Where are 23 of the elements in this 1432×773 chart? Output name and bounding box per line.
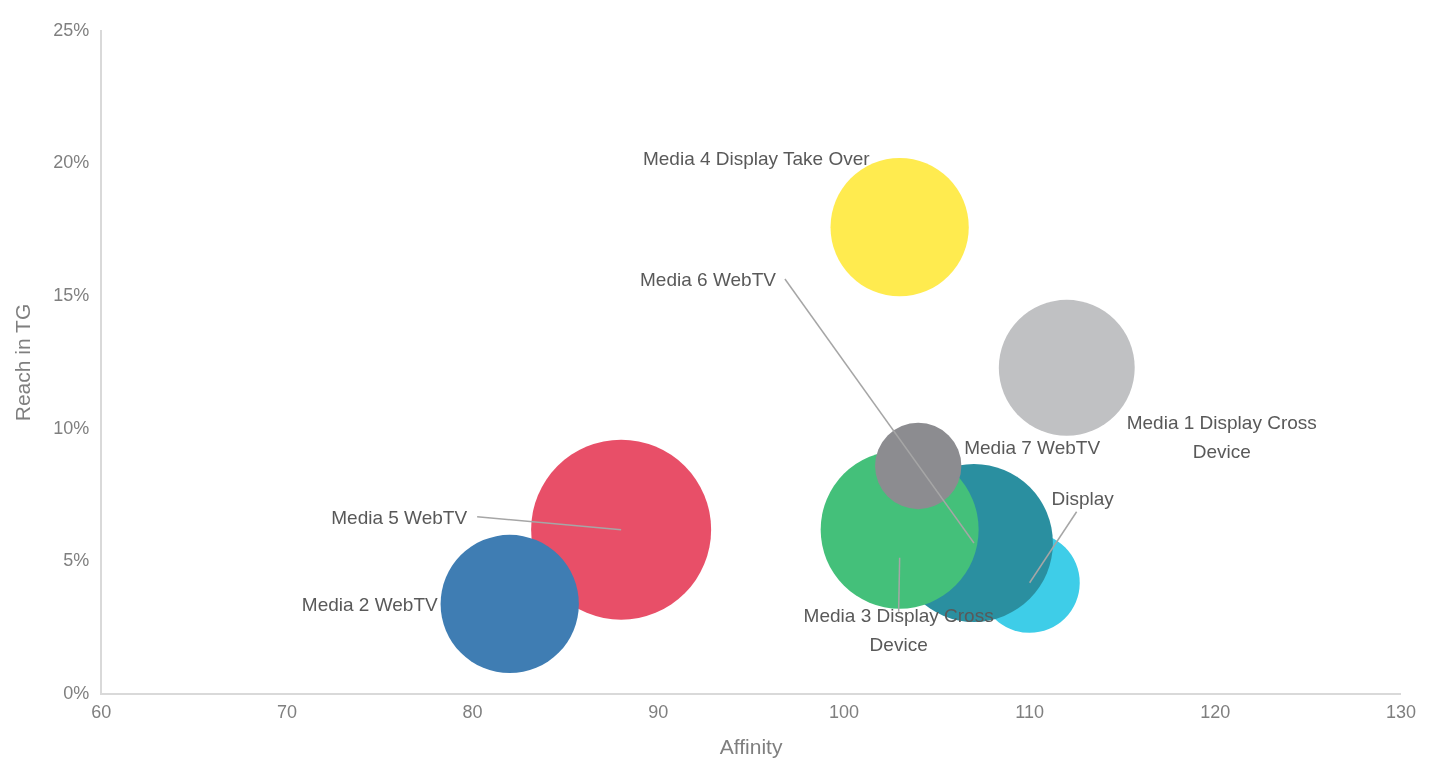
y-tick-label: 0% [63,683,90,704]
text: Media 5 WebTV [331,506,468,528]
y-tick-label: 20% [53,152,90,173]
series-label: Media 7 WebTV [964,437,1101,459]
x-tick-label: 110 [1015,701,1044,722]
y-tick-label: 5% [63,550,90,571]
x-tick-label: 130 [1385,701,1417,722]
series-label: Media 1 Display Cross Device [1126,411,1317,462]
y-tick-label: 15% [53,285,90,306]
series-label: Display [1051,487,1115,509]
text: Media 6 WebTV [640,269,777,291]
y-tick-label: 25% [53,19,90,40]
x-tick-label: 80 [462,701,483,722]
x-tick-label: 120 [1200,701,1231,722]
series-label: Media 2 WebTV [301,594,439,616]
x-tick-label: 100 [828,701,859,722]
x-axis-title: Affinity [719,735,783,759]
y-axis-title: Reach in TG [11,303,35,422]
x-tick-label: 70 [276,701,297,722]
x-tick-label: 90 [648,701,669,722]
series-label: Media 4 Display Take Over [642,148,871,170]
x-tick-label: 60 [91,701,112,722]
y-tick-label: 10% [53,417,90,438]
